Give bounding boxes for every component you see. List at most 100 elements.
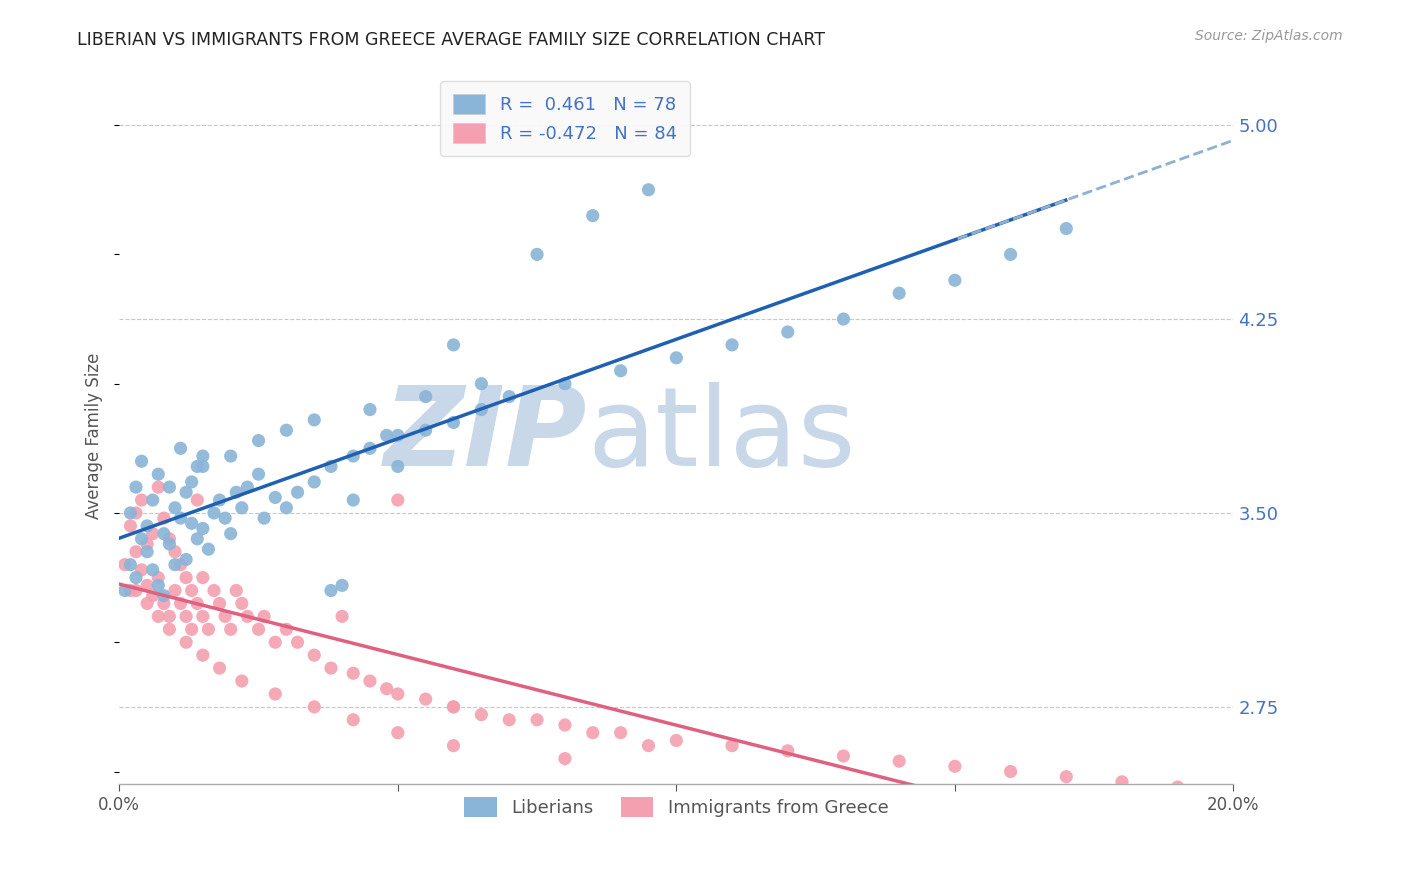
- Point: [1054, 770, 1077, 784]
- Point: [443, 338, 465, 352]
- Point: [148, 609, 170, 624]
- Point: [276, 500, 298, 515]
- Point: [157, 622, 180, 636]
- Point: [186, 493, 208, 508]
- Point: [125, 571, 148, 585]
- Point: [169, 511, 191, 525]
- Point: [342, 449, 364, 463]
- Point: [153, 511, 176, 525]
- Point: [136, 545, 159, 559]
- Point: [174, 485, 197, 500]
- Point: [342, 666, 364, 681]
- Point: [342, 713, 364, 727]
- Point: [186, 597, 208, 611]
- Point: [148, 467, 170, 482]
- Point: [191, 449, 214, 463]
- Point: [197, 542, 219, 557]
- Point: [889, 286, 911, 301]
- Point: [470, 707, 492, 722]
- Point: [582, 725, 605, 739]
- Point: [287, 635, 309, 649]
- Point: [174, 552, 197, 566]
- Point: [264, 687, 287, 701]
- Point: [186, 459, 208, 474]
- Point: [148, 571, 170, 585]
- Point: [125, 480, 148, 494]
- Point: [136, 597, 159, 611]
- Point: [197, 622, 219, 636]
- Point: [208, 597, 231, 611]
- Point: [142, 526, 165, 541]
- Point: [319, 459, 342, 474]
- Point: [276, 423, 298, 437]
- Point: [247, 434, 270, 448]
- Point: [120, 519, 142, 533]
- Point: [1000, 247, 1022, 261]
- Point: [387, 493, 409, 508]
- Point: [554, 718, 576, 732]
- Point: [208, 493, 231, 508]
- Point: [1111, 775, 1133, 789]
- Point: [665, 351, 688, 365]
- Y-axis label: Average Family Size: Average Family Size: [86, 352, 103, 518]
- Point: [415, 390, 437, 404]
- Point: [359, 673, 381, 688]
- Point: [304, 699, 326, 714]
- Point: [253, 609, 276, 624]
- Point: [180, 475, 202, 489]
- Point: [219, 622, 242, 636]
- Point: [721, 739, 744, 753]
- Text: ZIP: ZIP: [384, 382, 588, 489]
- Point: [163, 500, 186, 515]
- Point: [387, 725, 409, 739]
- Point: [131, 493, 153, 508]
- Point: [191, 648, 214, 662]
- Point: [375, 681, 398, 696]
- Point: [131, 532, 153, 546]
- Point: [287, 485, 309, 500]
- Point: [253, 511, 276, 525]
- Point: [943, 759, 966, 773]
- Point: [443, 739, 465, 753]
- Point: [304, 475, 326, 489]
- Point: [721, 338, 744, 352]
- Point: [180, 516, 202, 531]
- Point: [359, 442, 381, 456]
- Point: [330, 578, 353, 592]
- Point: [470, 402, 492, 417]
- Point: [169, 558, 191, 572]
- Point: [142, 493, 165, 508]
- Point: [180, 622, 202, 636]
- Point: [142, 563, 165, 577]
- Point: [163, 558, 186, 572]
- Legend: Liberians, Immigrants from Greece: Liberians, Immigrants from Greece: [457, 790, 896, 824]
- Point: [219, 526, 242, 541]
- Point: [202, 506, 225, 520]
- Point: [1167, 780, 1189, 794]
- Point: [136, 537, 159, 551]
- Point: [214, 511, 236, 525]
- Point: [208, 661, 231, 675]
- Point: [832, 312, 855, 326]
- Point: [443, 699, 465, 714]
- Point: [174, 571, 197, 585]
- Point: [236, 609, 259, 624]
- Point: [304, 413, 326, 427]
- Point: [180, 583, 202, 598]
- Point: [359, 402, 381, 417]
- Point: [582, 209, 605, 223]
- Point: [387, 459, 409, 474]
- Point: [304, 648, 326, 662]
- Point: [153, 597, 176, 611]
- Point: [498, 713, 520, 727]
- Point: [225, 583, 247, 598]
- Point: [131, 563, 153, 577]
- Point: [554, 376, 576, 391]
- Point: [153, 589, 176, 603]
- Point: [247, 467, 270, 482]
- Point: [330, 609, 353, 624]
- Point: [264, 491, 287, 505]
- Point: [148, 578, 170, 592]
- Point: [526, 247, 548, 261]
- Point: [125, 583, 148, 598]
